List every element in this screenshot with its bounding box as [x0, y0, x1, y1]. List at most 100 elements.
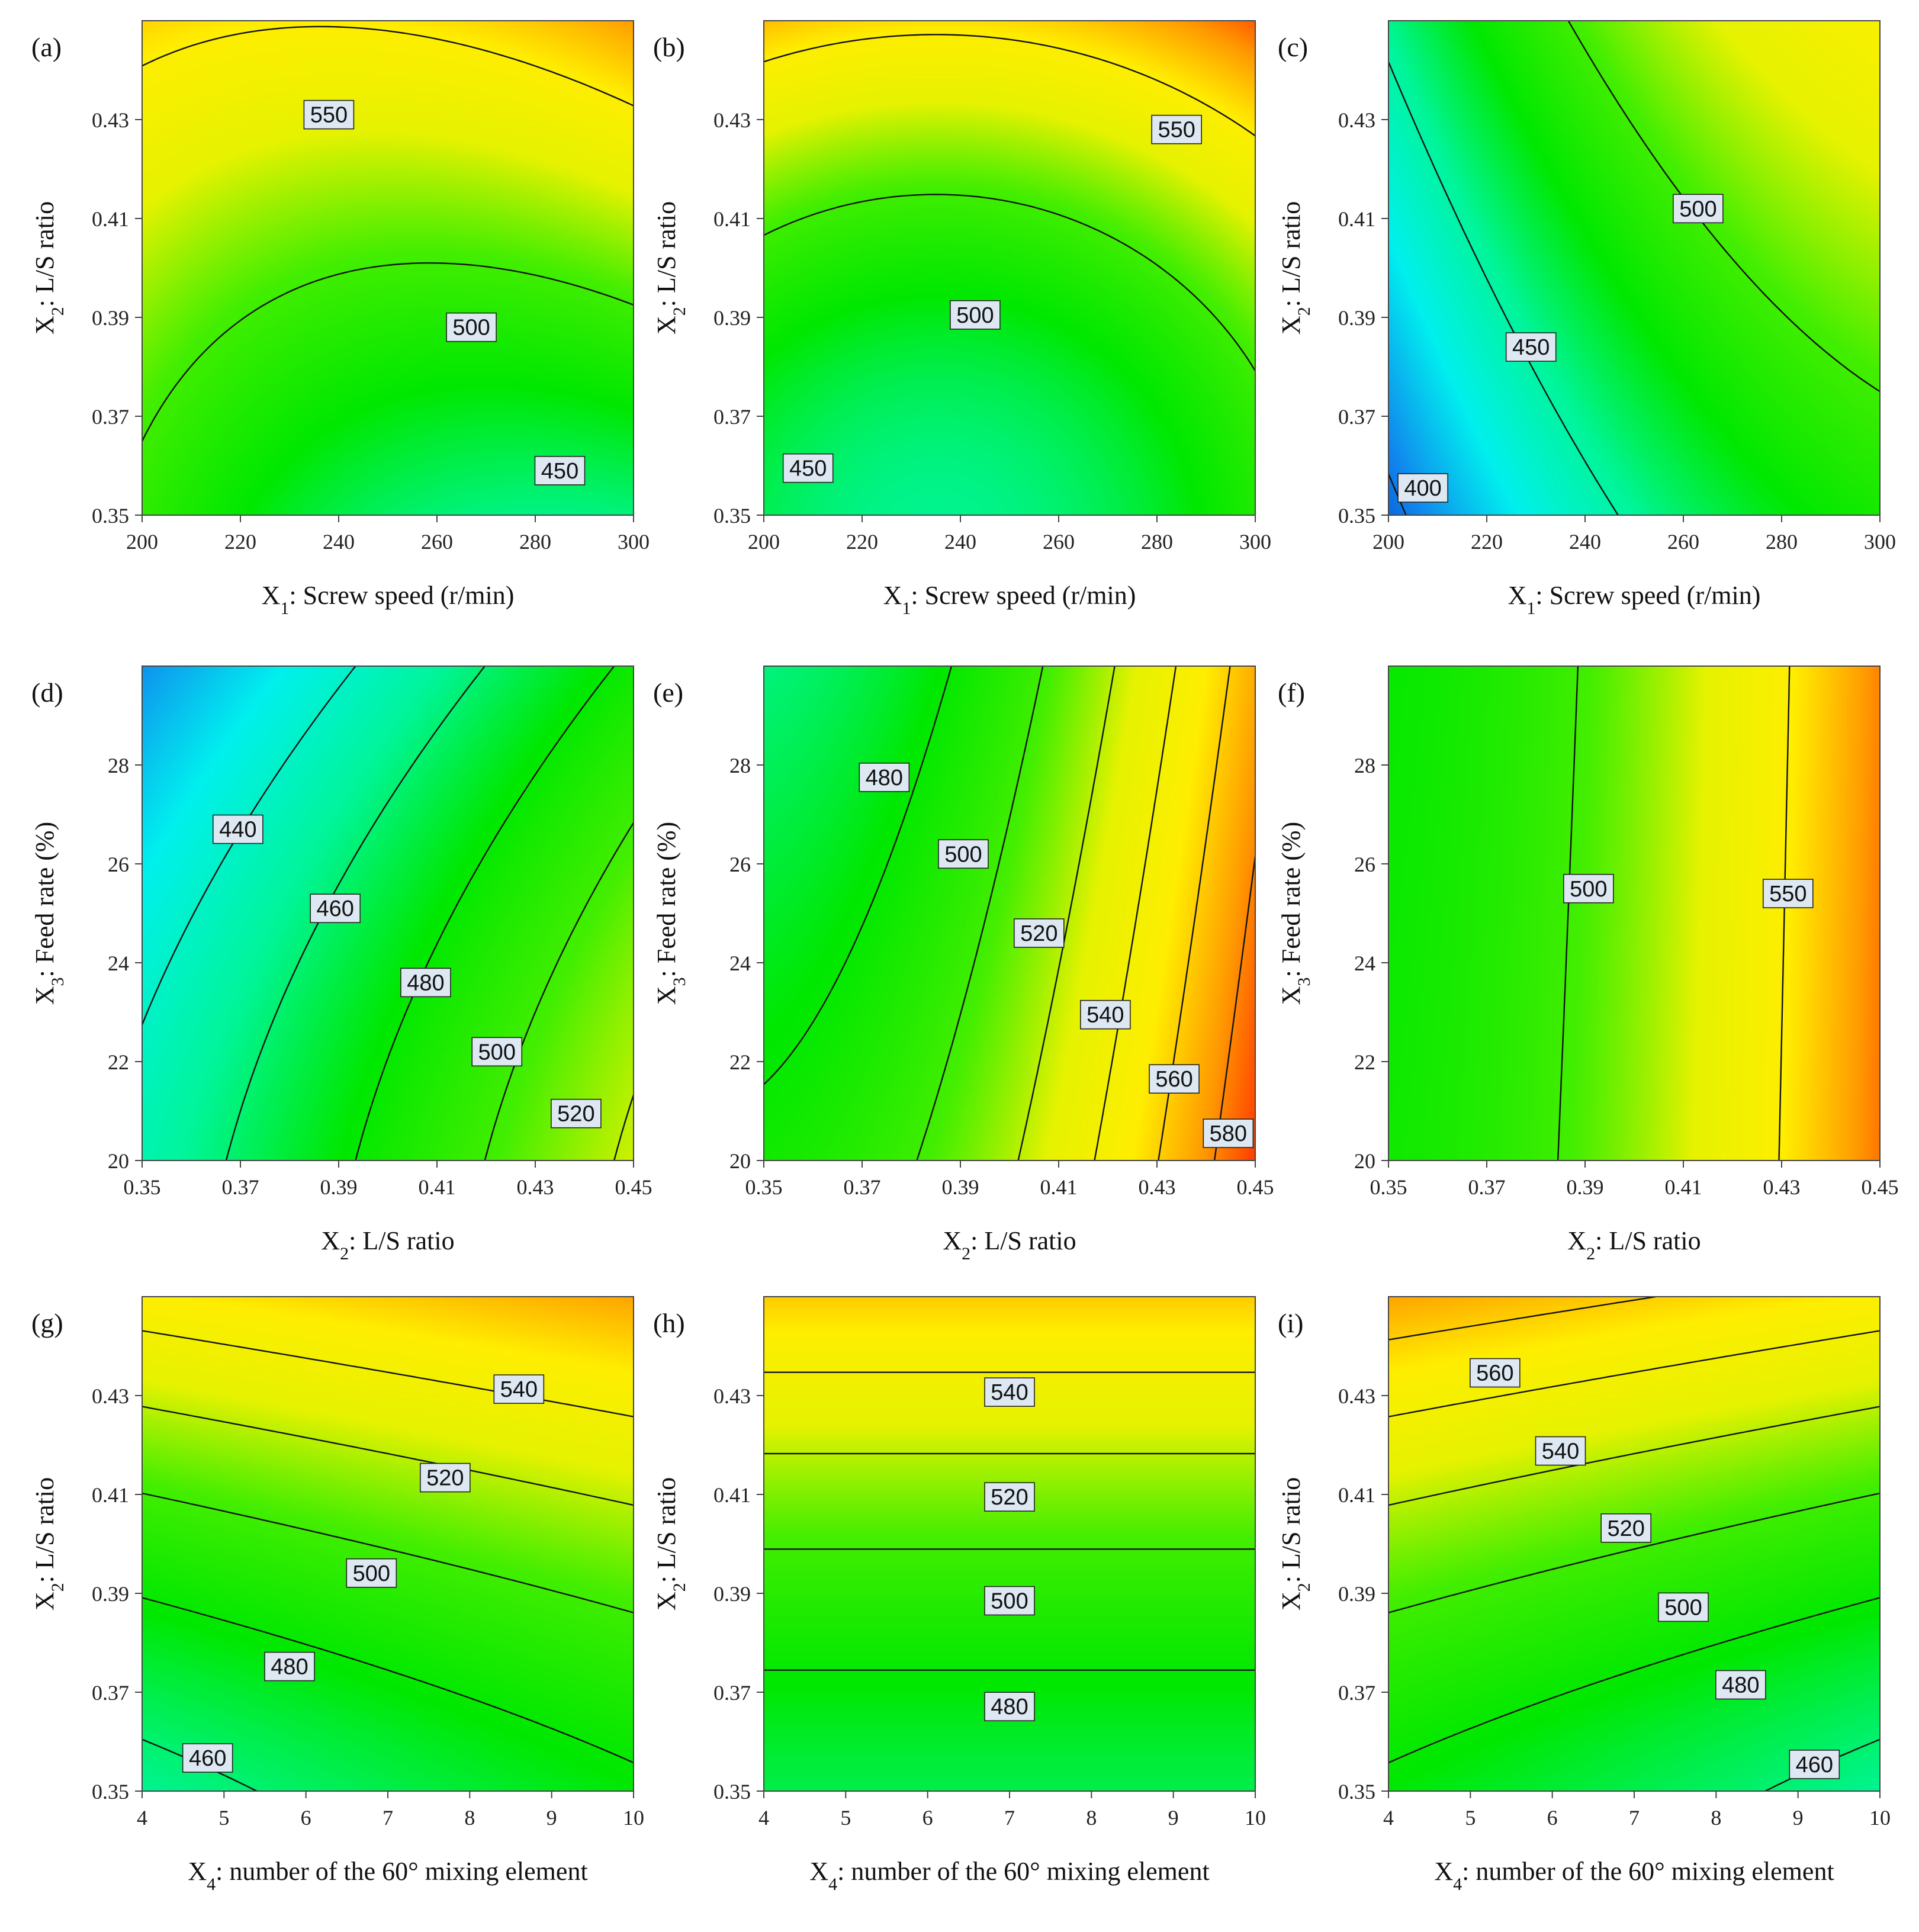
x-tick-label: 300 [1864, 530, 1896, 554]
contour-value-label: 500 [471, 1037, 523, 1067]
x-axis-title: X2: L/S ratio [943, 1226, 1076, 1264]
y-tick-label: 24 [108, 951, 129, 975]
y-tick-label: 24 [729, 951, 751, 975]
svg-text:540: 540 [500, 1377, 538, 1402]
svg-text:540: 540 [1087, 1003, 1124, 1028]
contour-value-label: 520 [984, 1482, 1035, 1512]
contour-value-label: 580 [1203, 1118, 1254, 1148]
contour-value-label: 500 [938, 839, 989, 869]
x-tick-label: 0.37 [222, 1175, 259, 1199]
svg-text:480: 480 [1722, 1673, 1759, 1698]
x-tick-label: 0.39 [942, 1175, 979, 1199]
x-axis-title: X1: Screw speed (r/min) [1508, 581, 1761, 618]
svg-text:500: 500 [353, 1561, 390, 1586]
svg-text:480: 480 [991, 1695, 1028, 1719]
x-tick-label: 220 [1471, 530, 1503, 554]
x-tick-label: 0.39 [1567, 1175, 1604, 1199]
x-tick-label: 200 [126, 530, 158, 554]
panel-label: (b) [653, 32, 685, 62]
x-tick-label: 300 [618, 530, 650, 554]
contour-value-label: 480 [400, 967, 451, 998]
svg-text:560: 560 [1155, 1067, 1192, 1092]
x-tick-label: 260 [421, 530, 453, 554]
plot-frame [142, 20, 634, 516]
contour-line-500 [916, 666, 1044, 1161]
contour-panel-a: 200 220 240 260 280 300 0.35 0.37 0.39 0.41 0.43 X1… [30, 20, 650, 618]
contour-panel-c: 200 220 240 260 280 300 0.35 0.37 0.39 0.41 0.43 X1… [1277, 20, 1896, 618]
x-tick-label: 9 [547, 1806, 557, 1830]
contour-line-520 [613, 1094, 634, 1161]
x-tick-label: 220 [846, 530, 878, 554]
contour-value-label: 540 [984, 1377, 1035, 1407]
x-tick-label: 8 [1711, 1806, 1721, 1830]
y-tick-label: 0.35 [92, 504, 129, 528]
contour-value-label: 520 [1014, 918, 1065, 948]
svg-text:500: 500 [991, 1589, 1028, 1614]
contour-line-500 [142, 262, 634, 442]
contour-line-480 [142, 1597, 634, 1764]
y-tick-label: 0.41 [1338, 207, 1375, 231]
y-tick-label: 0.37 [1338, 1681, 1375, 1705]
surface-heatmap [142, 666, 634, 1161]
contour-line-480 [1388, 1597, 1880, 1764]
x-tick-label: 240 [944, 530, 976, 554]
plot-frame [142, 666, 634, 1161]
contour-line-500 [142, 1492, 634, 1613]
contour-line-500 [1388, 1492, 1880, 1613]
y-axis-title: X2: L/S ratio [30, 201, 67, 335]
surface-heatmap [142, 1297, 634, 1791]
contour-value-label: 480 [264, 1651, 315, 1682]
x-tick-label: 0.41 [1665, 1175, 1702, 1199]
x-tick-label: 9 [1793, 1806, 1804, 1830]
contour-line-550 [142, 25, 634, 107]
x-axis-title: X4: number of the 60° mixing element [809, 1857, 1209, 1894]
y-tick-label: 0.35 [713, 504, 751, 528]
y-tick-label: 26 [1354, 853, 1375, 876]
svg-text:560: 560 [1476, 1361, 1513, 1386]
x-tick-label: 7 [1629, 1806, 1640, 1830]
x-tick-label: 200 [748, 530, 780, 554]
y-tick-label: 22 [1354, 1050, 1375, 1074]
contour-value-label: 520 [1600, 1513, 1651, 1543]
plot-frame [763, 20, 1256, 516]
contour-value-label: 400 [1397, 473, 1448, 503]
y-tick-label: 0.35 [92, 1780, 129, 1804]
x-tick-label: 0.39 [320, 1175, 358, 1199]
svg-text:450: 450 [789, 457, 827, 481]
y-tick-label: 0.35 [1338, 1780, 1375, 1804]
svg-text:500: 500 [478, 1040, 516, 1065]
contour-value-label: 500 [446, 312, 497, 342]
contour-value-label: 480 [984, 1692, 1035, 1722]
x-tick-label: 0.35 [124, 1175, 161, 1199]
x-tick-label: 0.35 [1370, 1175, 1407, 1199]
y-tick-label: 0.37 [713, 405, 751, 429]
y-tick-label: 0.39 [92, 1582, 129, 1606]
x-tick-label: 5 [840, 1806, 851, 1830]
svg-text:520: 520 [1020, 921, 1057, 946]
x-tick-label: 200 [1372, 530, 1404, 554]
contour-value-label: 550 [303, 99, 355, 130]
panel-label: (c) [1278, 32, 1308, 62]
y-tick-label: 0.35 [1338, 504, 1375, 528]
y-tick-label: 22 [108, 1050, 129, 1074]
contour-value-label: 540 [1080, 999, 1131, 1030]
x-axis-title: X2: L/S ratio [1567, 1226, 1701, 1264]
x-tick-label: 0.41 [1040, 1175, 1078, 1199]
contour-value-label: 480 [1715, 1670, 1766, 1700]
y-tick-label: 0.37 [92, 1681, 129, 1705]
x-tick-label: 6 [1547, 1806, 1558, 1830]
x-tick-label: 0.45 [615, 1175, 652, 1199]
y-tick-label: 0.39 [92, 306, 129, 330]
contour-panel-f: 0.35 0.37 0.39 0.41 0.43 0.45 20 22 24 26 28 X2: L/… [1277, 666, 1899, 1264]
svg-text:550: 550 [1158, 118, 1195, 143]
contour-value-label: 500 [950, 300, 1001, 330]
y-tick-label: 0.43 [1338, 108, 1375, 132]
x-tick-label: 0.45 [1237, 1175, 1274, 1199]
svg-text:460: 460 [316, 896, 353, 921]
contour-line-560 [1158, 666, 1231, 1161]
y-tick-label: 0.37 [1338, 405, 1375, 429]
contour-panel-d: 0.35 0.37 0.39 0.41 0.43 0.45 20 22 24 26 28 X2: L/… [30, 666, 652, 1264]
svg-text:460: 460 [1796, 1753, 1833, 1777]
y-tick-label: 0.43 [92, 108, 129, 132]
